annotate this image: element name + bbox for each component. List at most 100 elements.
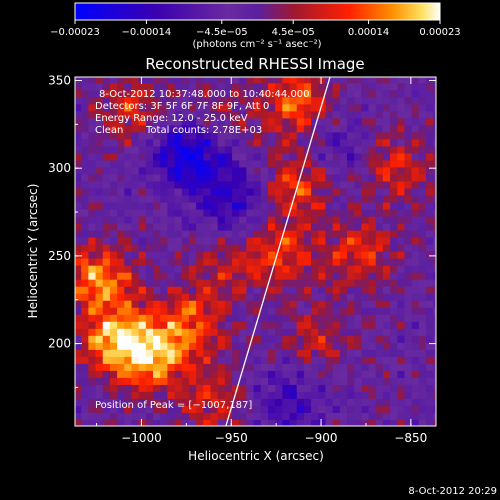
heatmap-pixel	[203, 193, 213, 203]
heatmap-pixel	[124, 186, 134, 196]
heatmap-pixel	[275, 116, 285, 126]
heatmap-pixel	[368, 284, 378, 294]
heatmap-pixel	[131, 179, 141, 189]
heatmap-pixel	[375, 256, 385, 266]
heatmap-pixel	[289, 382, 299, 392]
heatmap-pixel	[289, 263, 299, 273]
heatmap-pixel	[339, 418, 349, 426]
heatmap-pixel	[325, 235, 335, 245]
heatmap-pixel	[217, 102, 227, 112]
heatmap-pixel	[275, 130, 285, 140]
heatmap-pixel	[246, 298, 256, 308]
heatmap-pixel	[224, 172, 234, 182]
heatmap-pixel	[318, 382, 328, 392]
heatmap-pixel	[131, 242, 141, 252]
heatmap-pixel	[361, 207, 371, 217]
heatmap-pixel	[131, 389, 141, 399]
heatmap-pixel	[160, 88, 170, 98]
heatmap-pixel	[440, 187, 449, 196]
heatmap-pixel	[203, 403, 213, 413]
heatmap-pixel	[188, 326, 198, 336]
heatmap-pixel	[246, 102, 256, 112]
heatmap-pixel	[318, 151, 328, 161]
heatmap-pixel	[181, 165, 191, 175]
heatmap-pixel	[88, 151, 98, 161]
heatmap-pixel	[382, 151, 392, 161]
heatmap-pixel	[404, 347, 414, 357]
heatmap-pixel	[181, 214, 191, 224]
heatmap-pixel	[95, 375, 105, 385]
heatmap-pixel	[289, 88, 299, 98]
heatmap-pixel	[75, 354, 83, 364]
heatmap-pixel	[426, 172, 436, 182]
heatmap-pixel	[131, 312, 141, 322]
heatmap-pixel	[196, 144, 206, 154]
heatmap-pixel	[224, 77, 234, 84]
heatmap-pixel	[282, 249, 292, 259]
heatmap-pixel	[181, 193, 191, 203]
heatmap-pixel	[102, 410, 112, 420]
heatmap-pixel	[181, 298, 191, 308]
heatmap-pixel	[440, 313, 449, 322]
heatmap-pixel	[131, 340, 141, 350]
heatmap-pixel	[354, 375, 364, 385]
heatmap-pixel	[239, 403, 249, 413]
heatmap-pixel	[138, 109, 148, 119]
heatmap-pixel	[160, 102, 170, 112]
heatmap-pixel	[275, 102, 285, 112]
heatmap-pixel	[318, 179, 328, 189]
heatmap-pixel	[426, 298, 436, 308]
heatmap-pixel	[138, 291, 148, 301]
heatmap-pixel	[368, 88, 378, 98]
heatmap-pixel	[188, 200, 198, 210]
heatmap-pixel	[196, 347, 206, 357]
heatmap-pixel	[138, 235, 148, 245]
heatmap-pixel	[145, 172, 155, 182]
heatmap-pixel	[361, 305, 371, 315]
heatmap-pixel	[188, 298, 198, 308]
heatmap-pixel	[196, 207, 206, 217]
heatmap-pixel	[346, 116, 356, 126]
heatmap-pixel	[267, 312, 277, 322]
heatmap-pixel	[210, 410, 220, 420]
heatmap-pixel	[382, 284, 392, 294]
heatmap-pixel	[203, 347, 213, 357]
heatmap-pixel	[404, 333, 414, 343]
heatmap-pixel	[138, 249, 148, 259]
heatmap-pixel	[181, 312, 191, 322]
heatmap-pixel	[275, 186, 285, 196]
heatmap-pixel	[196, 81, 206, 91]
heatmap-pixel	[418, 116, 428, 126]
heatmap-pixel	[339, 305, 349, 315]
heatmap-pixel	[275, 221, 285, 231]
heatmap-pixel	[232, 77, 242, 84]
heatmap-pixel	[246, 270, 256, 280]
heatmap-pixel	[117, 123, 127, 133]
heatmap-pixel	[117, 109, 127, 119]
heatmap-pixel	[138, 165, 148, 175]
heatmap-pixel	[375, 235, 385, 245]
heatmap-pixel	[325, 375, 335, 385]
heatmap-pixel	[117, 88, 127, 98]
heatmap-pixel	[332, 263, 342, 273]
heatmap-pixel	[346, 340, 356, 350]
heatmap-pixel	[124, 67, 133, 76]
heatmap-pixel	[339, 172, 349, 182]
heatmap-pixel	[346, 200, 356, 210]
heatmap-pixel	[296, 333, 306, 343]
heatmap-pixel	[102, 418, 112, 426]
heatmap-pixel	[196, 270, 206, 280]
heatmap-pixel	[382, 165, 392, 175]
heatmap-pixel	[275, 410, 285, 420]
heatmap-pixel	[426, 284, 436, 294]
heatmap-pixel	[361, 291, 371, 301]
heatmap-pixel	[318, 123, 328, 133]
heatmap-pixel	[382, 200, 392, 210]
heatmap-pixel	[325, 418, 335, 426]
heatmap-pixel	[88, 235, 98, 245]
heatmap-pixel	[325, 179, 335, 189]
heatmap-pixel	[346, 242, 356, 252]
heatmap-pixel	[260, 95, 270, 105]
heatmap-pixel	[246, 200, 256, 210]
